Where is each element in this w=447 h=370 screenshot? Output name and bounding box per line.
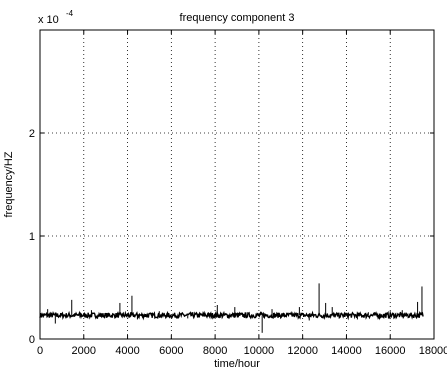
series-layer xyxy=(39,283,424,333)
plot-frame xyxy=(40,30,434,339)
y-tick-label: 2 xyxy=(29,128,35,140)
y-axis-label: frequency/HZ xyxy=(3,151,15,217)
x-tick-label: 10000 xyxy=(244,345,275,357)
x-axis-label: time/hour xyxy=(214,358,260,370)
series-line xyxy=(39,310,424,321)
x-tick-label: 12000 xyxy=(287,345,318,357)
tick-marks xyxy=(39,30,435,340)
y-multiplier-exponent: -4 xyxy=(66,9,74,18)
x-tick-label: 4000 xyxy=(115,345,139,357)
y-tick-label: 1 xyxy=(29,231,35,243)
x-tick-label: 14000 xyxy=(331,345,362,357)
x-tick-label: 16000 xyxy=(375,345,406,357)
x-tick-label: 8000 xyxy=(203,345,227,357)
chart-title: frequency component 3 xyxy=(180,12,295,24)
x-tick-label: 0 xyxy=(37,345,43,357)
x-tick-label: 18000 xyxy=(419,345,447,357)
plot-area xyxy=(39,29,435,340)
y-multiplier-base: x 10 xyxy=(38,14,59,26)
y-tick-labels: 0 1 2 xyxy=(29,128,35,346)
grid-lines xyxy=(40,30,434,339)
x-tick-label: 2000 xyxy=(72,345,96,357)
plot-border xyxy=(39,29,435,340)
y-tick-label: 0 xyxy=(29,334,35,346)
x-tick-labels: 0 2000 4000 6000 8000 10000 12000 14000 16000 180… xyxy=(37,345,447,357)
x-tick-label: 6000 xyxy=(159,345,183,357)
